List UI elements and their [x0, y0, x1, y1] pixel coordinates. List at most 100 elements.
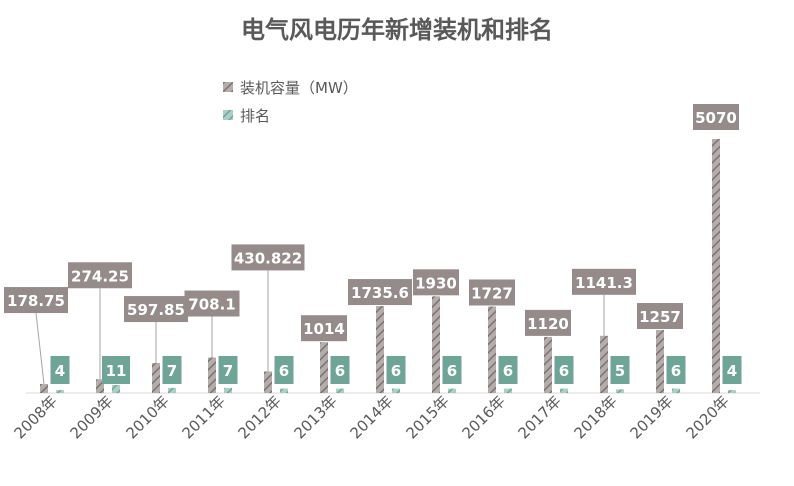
data-label-rank: 4	[727, 362, 737, 380]
data-label-capacity: 178.75	[7, 292, 65, 310]
x-tick-label: 2012年	[234, 392, 284, 442]
data-label-rank: 6	[391, 362, 401, 380]
data-label-box-rank	[554, 356, 574, 384]
data-label-rank: 11	[106, 362, 127, 380]
data-label-box-capacity	[124, 296, 188, 323]
data-label-box-capacity	[4, 287, 68, 314]
data-label-box-rank	[722, 356, 742, 384]
data-label-box-rank	[50, 356, 70, 384]
leader-line	[35, 312, 45, 385]
data-label-box-capacity	[469, 279, 515, 306]
bar-rank	[616, 389, 624, 393]
bar-capacity	[544, 336, 552, 393]
x-tick-label: 2008年	[10, 392, 60, 442]
data-label-capacity: 1735.6	[351, 284, 409, 302]
bar-capacity	[488, 306, 496, 393]
x-tick-label: 2020年	[682, 392, 732, 442]
data-label-rank: 6	[447, 362, 457, 380]
data-label-capacity: 274.25	[71, 267, 129, 285]
bar-rank	[56, 390, 64, 393]
x-tick-label: 2009年	[66, 392, 116, 442]
data-label-box-rank	[386, 356, 406, 384]
x-tick-label: 2015年	[402, 392, 452, 442]
data-label-box-capacity	[301, 315, 347, 342]
data-label-capacity: 1120	[527, 315, 569, 333]
data-label-box-rank	[442, 356, 462, 384]
data-label-box-capacity	[572, 268, 636, 295]
bar-rank	[280, 388, 288, 393]
bar-capacity	[264, 371, 272, 393]
data-label-capacity: 1727	[471, 284, 513, 302]
bar-capacity	[208, 357, 216, 393]
chart-title: 电气风电历年新增装机和排名	[241, 16, 553, 44]
data-label-capacity: 1930	[415, 274, 457, 292]
bar-rank	[448, 388, 456, 393]
bar-rank	[672, 388, 680, 393]
bar-rank	[336, 388, 344, 393]
x-tick-label: 2013年	[290, 392, 340, 442]
x-tick-label: 2019年	[626, 392, 676, 442]
bar-capacity	[376, 306, 384, 393]
data-label-box-rank	[330, 356, 350, 384]
legend-swatch-rank	[223, 110, 233, 120]
bar-rank	[168, 387, 176, 393]
plot-area: 178.75 4 2008年 274.25 11 2009年 597.85 7 2010年 708…	[4, 104, 742, 442]
data-label-capacity: 430.822	[234, 249, 302, 267]
data-label-rank: 6	[671, 362, 681, 380]
bar-capacity	[656, 330, 664, 393]
x-tick-label: 2014年	[346, 392, 396, 442]
bar-capacity	[712, 139, 720, 393]
data-label-rank: 5	[615, 362, 625, 380]
data-label-rank: 4	[55, 362, 65, 380]
data-label-box-capacity	[637, 303, 683, 330]
bar-rank	[392, 388, 400, 393]
data-label-box-capacity	[348, 279, 412, 306]
x-tick-label: 2011年	[178, 392, 228, 442]
bar-capacity	[96, 379, 104, 393]
bar-rank	[728, 390, 736, 393]
data-label-rank: 6	[503, 362, 513, 380]
legend: 装机容量（MW） 排名	[223, 79, 358, 125]
data-label-box-rank	[102, 356, 130, 384]
bar-capacity	[152, 363, 160, 393]
data-label-rank: 6	[279, 362, 289, 380]
data-label-box-capacity	[231, 244, 305, 271]
data-label-capacity: 1257	[639, 308, 681, 326]
bar-rank	[112, 385, 120, 393]
data-label-rank: 6	[335, 362, 345, 380]
bar-capacity	[600, 335, 608, 393]
data-label-box-capacity	[413, 269, 459, 296]
data-label-box-rank	[162, 356, 182, 384]
data-label-rank: 7	[167, 362, 177, 380]
data-label-box-capacity	[68, 262, 132, 289]
data-label-box-rank	[666, 356, 686, 384]
data-label-box-rank	[218, 356, 238, 384]
legend-label-rank: 排名	[240, 107, 270, 125]
data-label-rank: 6	[559, 362, 569, 380]
bar-rank	[560, 388, 568, 393]
data-label-capacity: 1014	[303, 320, 345, 338]
data-label-rank: 7	[223, 362, 233, 380]
x-tick-label: 2016年	[458, 392, 508, 442]
data-label-capacity: 1141.3	[575, 274, 633, 292]
data-label-box-rank	[274, 356, 294, 384]
legend-label-capacity: 装机容量（MW）	[240, 79, 358, 97]
data-label-box-capacity	[184, 290, 240, 317]
x-tick-label: 2018年	[570, 392, 620, 442]
data-label-box-rank	[610, 356, 630, 384]
data-label-box-rank	[498, 356, 518, 384]
bar-capacity	[432, 296, 440, 393]
data-label-capacity: 708.1	[188, 296, 235, 314]
data-label-capacity: 597.85	[127, 301, 185, 319]
bar-capacity	[40, 384, 48, 393]
legend-swatch-capacity	[223, 82, 233, 92]
bar-rank	[504, 388, 512, 393]
bar-rank	[224, 387, 232, 393]
x-tick-label: 2010年	[122, 392, 172, 442]
bar-capacity	[320, 342, 328, 393]
data-label-box-capacity	[525, 309, 571, 336]
data-label-capacity: 5070	[695, 109, 737, 127]
x-tick-label: 2017年	[514, 392, 564, 442]
data-label-box-capacity	[693, 104, 739, 130]
